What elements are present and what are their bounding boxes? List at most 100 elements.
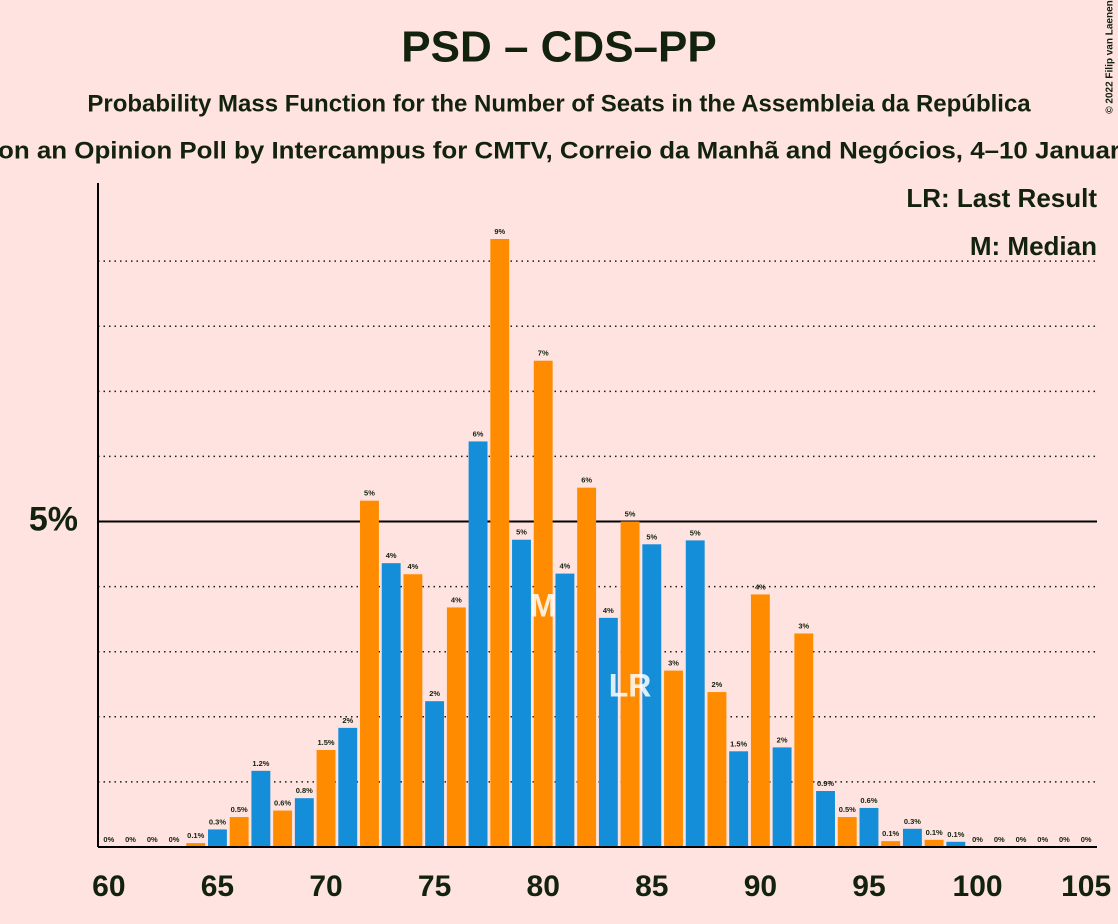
x-tick-label: 90 [744, 870, 777, 903]
bar [251, 770, 271, 847]
value-label: 6% [581, 476, 592, 485]
value-label: 0% [1059, 835, 1070, 844]
value-label: 5% [690, 528, 701, 537]
value-label: 4% [603, 606, 614, 615]
bar [794, 633, 814, 847]
bar [946, 841, 966, 847]
value-label: 1.5% [730, 739, 747, 748]
bar [620, 521, 640, 847]
value-label: 4% [451, 595, 462, 604]
bar [273, 810, 293, 847]
value-label: 0.5% [839, 805, 856, 814]
chart-title: PSD – CDS–PP [401, 23, 716, 72]
x-tick-label: 105 [1061, 870, 1111, 903]
value-label: 0.3% [209, 817, 226, 826]
bar [294, 798, 314, 847]
x-tick-label: 65 [201, 870, 234, 903]
bar [598, 617, 618, 847]
value-label: 0% [972, 835, 983, 844]
bar [316, 750, 336, 847]
value-label: 6% [473, 429, 484, 438]
legend-entry: LR: Last Result [906, 183, 1097, 213]
bar [772, 747, 792, 847]
value-label: 0.3% [904, 817, 921, 826]
value-label: 4% [407, 562, 418, 571]
value-label: 0% [103, 835, 114, 844]
value-label: 4% [755, 582, 766, 591]
legend-entry: M: Median [970, 231, 1097, 261]
value-label: 0.1% [187, 831, 204, 840]
value-label: 2% [777, 735, 788, 744]
value-label: 0% [169, 835, 180, 844]
bar [881, 841, 901, 847]
value-label: 0% [1037, 835, 1048, 844]
value-label: 5% [625, 509, 636, 518]
value-label: 7% [538, 349, 549, 358]
value-label: 2% [342, 716, 353, 725]
value-label: 0% [147, 835, 158, 844]
bar [229, 817, 249, 847]
chart-subtitle: on an Opinion Poll by Intercampus for CM… [0, 137, 1118, 164]
value-label: 5% [364, 489, 375, 498]
value-label: 1.5% [317, 738, 334, 747]
value-label: 5% [516, 528, 527, 537]
value-label: 0.1% [947, 830, 964, 839]
bar [468, 441, 488, 847]
value-label: 4% [386, 551, 397, 560]
x-tick-label: 80 [527, 870, 560, 903]
value-label: 0.5% [231, 805, 248, 814]
x-tick-label: 95 [852, 870, 885, 903]
bar [533, 360, 553, 847]
value-label: 9% [494, 227, 505, 236]
bar [664, 670, 683, 847]
bar [924, 839, 944, 847]
value-label: 3% [798, 621, 809, 630]
value-label: 0% [1016, 835, 1027, 844]
bar [685, 540, 705, 847]
bar [750, 594, 770, 847]
annotation: LR [609, 668, 652, 704]
value-label: 3% [668, 659, 679, 668]
bar [859, 807, 879, 847]
value-label: 0.1% [926, 828, 943, 837]
value-label: 5% [646, 532, 657, 541]
bar [512, 539, 531, 847]
x-tick-label: 100 [953, 870, 1003, 903]
value-label: 0% [125, 835, 136, 844]
value-label: 0.1% [882, 829, 899, 838]
bar [207, 829, 227, 847]
bar [425, 701, 445, 847]
bar [490, 238, 510, 847]
bar [902, 828, 922, 847]
bar [577, 487, 597, 847]
bar [707, 692, 727, 847]
bar [446, 607, 466, 847]
bar [642, 544, 662, 847]
copyright: © 2022 Filip van Laenen [1105, 0, 1116, 114]
value-label: 4% [560, 562, 571, 571]
value-label: 1.2% [252, 759, 269, 768]
bar [837, 817, 857, 847]
value-label: 0.8% [296, 786, 313, 795]
x-tick-label: 75 [418, 870, 451, 903]
annotation: M [530, 587, 557, 623]
x-tick-label: 85 [635, 870, 668, 903]
value-label: 0.9% [817, 779, 834, 788]
y-tick-label: 5% [29, 500, 78, 538]
bar [360, 500, 379, 847]
bar [729, 751, 749, 847]
bar [816, 791, 835, 847]
bar [186, 843, 206, 847]
value-label: 0.6% [860, 796, 877, 805]
x-tick-label: 60 [92, 870, 125, 903]
bar [403, 574, 423, 847]
bar [381, 563, 401, 847]
value-label: 2% [429, 689, 440, 698]
value-label: 0.6% [274, 799, 291, 808]
chart-subtitle: Probability Mass Function for the Number… [87, 90, 1031, 117]
value-label: 0% [994, 835, 1005, 844]
bar [555, 573, 575, 847]
value-label: 2% [712, 680, 723, 689]
x-tick-label: 70 [309, 870, 342, 903]
